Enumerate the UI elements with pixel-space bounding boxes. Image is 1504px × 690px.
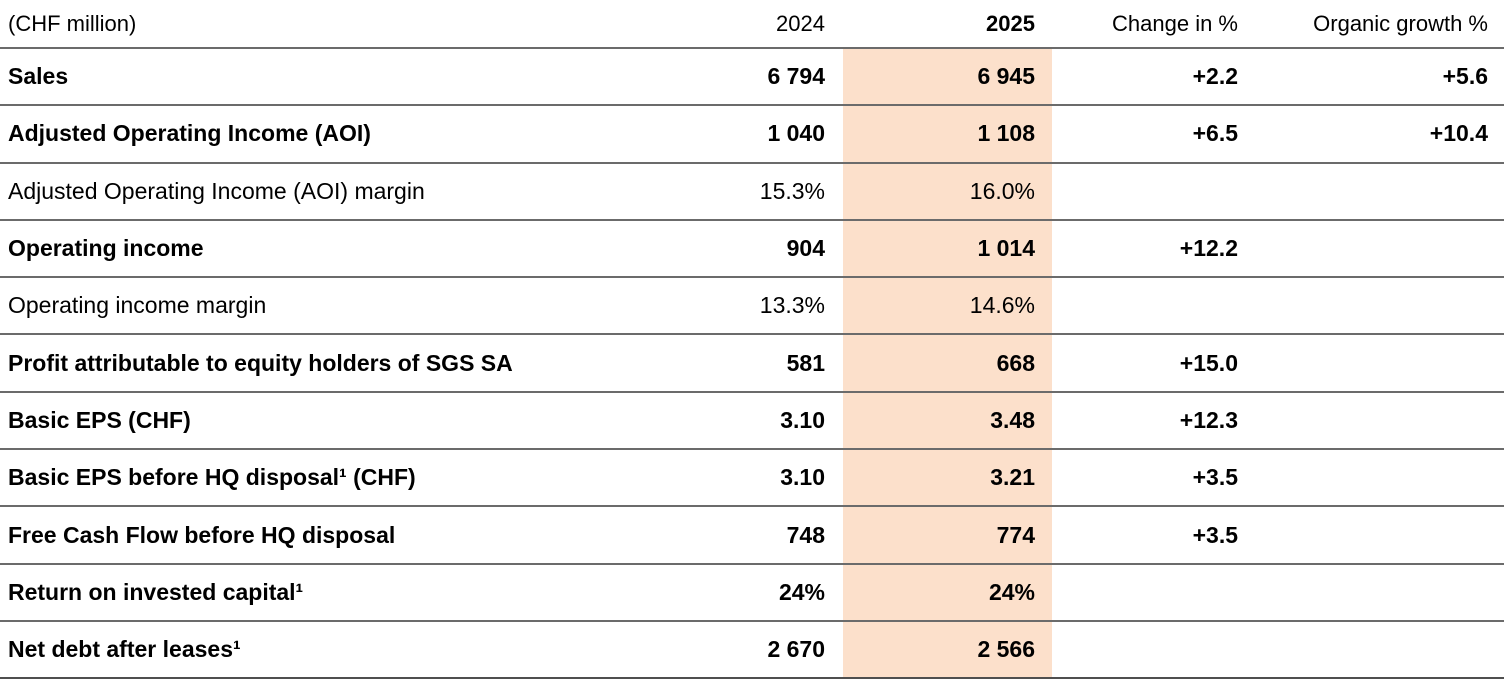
value-2024: 3.10 [780,406,825,433]
value-2025: 668 [843,335,1052,391]
table-row: Sales 6 794 6 945 +2.2 +5.6 [0,47,1504,105]
row-label: Return on invested capital¹ [8,578,304,605]
value-organic [1240,565,1504,620]
value-change: +12.2 [1179,235,1238,262]
value-2024: 2 670 [767,636,825,663]
row-label: Adjusted Operating Income (AOI) margin [8,177,425,204]
column-header-change: Change in % [1112,10,1238,36]
column-header-2024: 2024 [776,10,825,36]
table-row: Profit attributable to equity holders of… [0,333,1504,391]
value-2025: 3.48 [843,392,1052,449]
row-label: Adjusted Operating Income (AOI) [8,120,371,147]
value-2024: 3.10 [780,464,825,491]
row-label: Free Cash Flow before HQ disposal [8,521,396,548]
value-2024: 24% [778,578,825,605]
value-2024: 748 [786,521,825,548]
row-label: Basic EPS before HQ disposal¹ (CHF) [8,464,416,491]
table-row: Operating income margin 13.3% 14.6% [0,276,1504,334]
table-row: Operating income 904 1 014 +12.2 [0,218,1504,277]
table-row: Adjusted Operating Income (AOI) margin 15… [0,161,1504,219]
row-label: Operating income margin [8,292,267,319]
column-header-2025: 2025 [986,10,1035,36]
value-organic [1240,278,1504,333]
value-organic [1240,450,1504,505]
value-2025: 2 566 [843,621,1052,678]
value-2024: 581 [786,349,825,376]
table-body: Sales 6 794 6 945 +2.2 +5.6 Adjusted Operatin… [0,47,1504,678]
row-label: Operating income [8,235,204,262]
value-change: +12.3 [1179,406,1238,433]
value-2025: 16.0% [843,163,1052,219]
value-change [1052,164,1240,219]
value-2024: 15.3% [759,177,825,204]
value-2025: 774 [843,507,1052,563]
column-header-organic: Organic growth % [1313,10,1488,36]
value-organic [1240,335,1504,390]
value-organic [1240,507,1504,562]
value-organic [1240,221,1504,276]
value-change [1052,565,1240,620]
value-2024: 13.3% [759,292,825,319]
table-header-row: (CHF million) 2024 2025 Change in % Orga… [0,0,1504,47]
row-label: Profit attributable to equity holders of… [8,349,513,376]
column-header-unit: (CHF million) [8,10,137,36]
value-organic [1240,622,1504,677]
value-2024: 904 [786,235,825,262]
value-organic [1240,164,1504,219]
value-change [1052,622,1240,677]
row-label: Basic EPS (CHF) [8,406,191,433]
value-change: +2.2 [1192,63,1238,90]
value-change: +3.5 [1192,521,1238,548]
value-organic: +5.6 [1442,63,1488,90]
table-row: Adjusted Operating Income (AOI) 1 040 1 10… [0,104,1504,162]
value-2024: 1 040 [767,120,825,147]
value-2025: 14.6% [843,278,1052,334]
value-2025: 1 108 [843,106,1052,162]
value-organic: +10.4 [1429,120,1488,147]
value-2025: 24% [843,564,1052,620]
value-change: +6.5 [1192,120,1238,147]
row-label: Net debt after leases¹ [8,636,241,663]
value-organic [1240,393,1504,448]
table-row: Free Cash Flow before HQ disposal 748 774 +… [0,505,1504,563]
table-row: Net debt after leases¹ 2 670 2 566 [0,619,1504,678]
row-label: Sales [8,63,69,90]
value-change: +15.0 [1179,349,1238,376]
value-change: +3.5 [1192,464,1238,491]
value-2024: 6 794 [767,63,825,90]
value-change [1052,278,1240,333]
table-row: Basic EPS (CHF) 3.10 3.48 +12.3 [0,390,1504,449]
value-2025: 6 945 [843,49,1052,105]
table-row: Return on invested capital¹ 24% 24% [0,562,1504,620]
value-2025: 3.21 [843,450,1052,506]
value-2025: 1 014 [843,220,1052,277]
table-row: Basic EPS before HQ disposal¹ (CHF) 3.10 3… [0,448,1504,506]
